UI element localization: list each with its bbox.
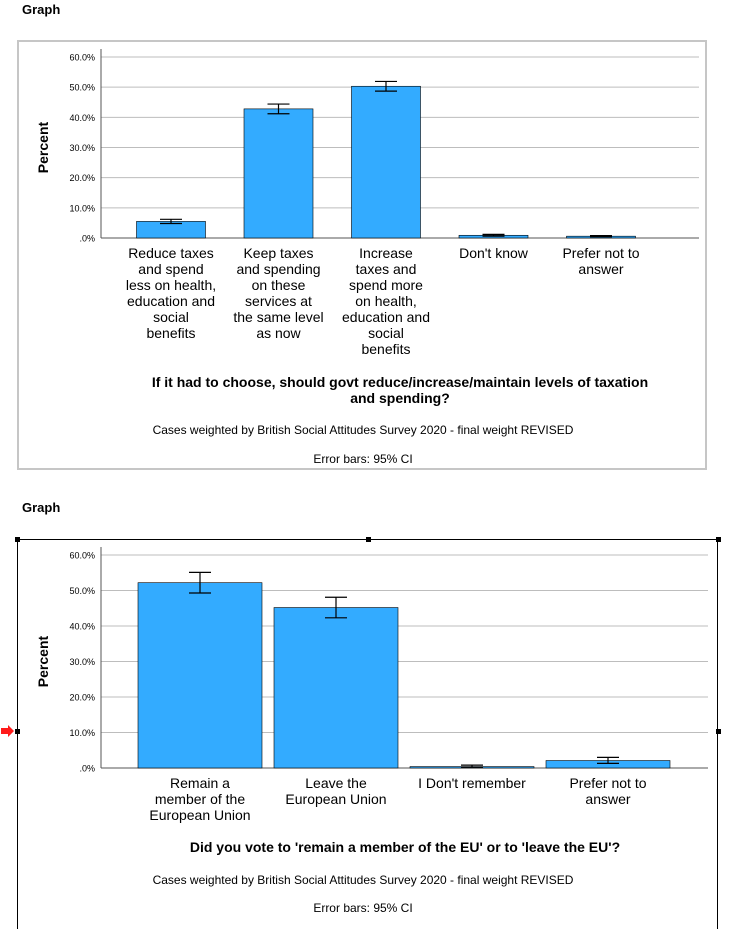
category-label: Prefer not to answer: [562, 245, 639, 277]
chart-frame-1[interactable]: [17, 40, 707, 470]
y-tick-label: 40.0%: [69, 113, 95, 123]
category-label: Increase taxes and spend more on health, edu…: [342, 245, 430, 357]
category-label: Leave the European Union: [285, 775, 386, 807]
bar: [137, 582, 263, 769]
bar: [351, 85, 421, 239]
weight-note-1: Cases weighted by British Social Attitud…: [152, 423, 574, 437]
y-tick-label: 30.0%: [69, 143, 95, 153]
y-axis-label: Percent: [35, 635, 51, 687]
chart-title: Did you vote to 'remain a member of the …: [190, 839, 620, 855]
y-tick-label: 20.0%: [69, 693, 95, 703]
y-axis-label: Percent: [35, 121, 51, 173]
graph-header-1: Graph: [22, 2, 61, 17]
y-tick-label: 20.0%: [69, 173, 95, 183]
resize-handle-middle-right[interactable]: [716, 729, 721, 734]
y-tick-label: 30.0%: [69, 657, 95, 667]
resize-handle-top-right[interactable]: [716, 537, 721, 542]
resize-handle-middle-left[interactable]: [15, 729, 20, 734]
y-tick-label: 60.0%: [69, 53, 95, 63]
error-bar-note-2: Error bars: 95% CI: [313, 901, 413, 915]
weight-note-2: Cases weighted by British Social Attitud…: [152, 873, 574, 887]
category-label: I Don't remember: [418, 775, 526, 791]
category-label: Remain a member of the European Union: [149, 775, 250, 823]
y-tick-label: 50.0%: [69, 586, 95, 596]
y-tick-label: 50.0%: [69, 83, 95, 93]
category-label: Reduce taxes and spend less on health, educ…: [126, 245, 216, 341]
resize-handle-top-middle[interactable]: [366, 537, 371, 542]
y-tick-label: .0%: [79, 764, 95, 774]
error-bar-note-1: Error bars: 95% CI: [313, 452, 413, 466]
resize-handle-top-left[interactable]: [15, 537, 20, 542]
graph-header-2: Graph: [22, 500, 61, 515]
y-tick-label: 60.0%: [69, 551, 95, 561]
category-label: Prefer not to answer: [569, 775, 646, 807]
y-tick-label: 10.0%: [69, 203, 95, 213]
chart-title: If it had to choose, should govt reduce/…: [152, 374, 648, 406]
red-arrow-icon: [1, 725, 14, 737]
bar: [273, 607, 399, 769]
y-tick-label: 10.0%: [69, 728, 95, 738]
y-tick-label: .0%: [79, 234, 95, 244]
category-label: Don't know: [459, 245, 529, 261]
y-tick-label: 40.0%: [69, 622, 95, 632]
bar-chart-1: .0% 10.0% 20.0% 30.0% 40.0% 50.0% 60.0% Percent…: [35, 49, 699, 406]
category-label: Keep taxes and spending on these services a…: [233, 245, 323, 341]
